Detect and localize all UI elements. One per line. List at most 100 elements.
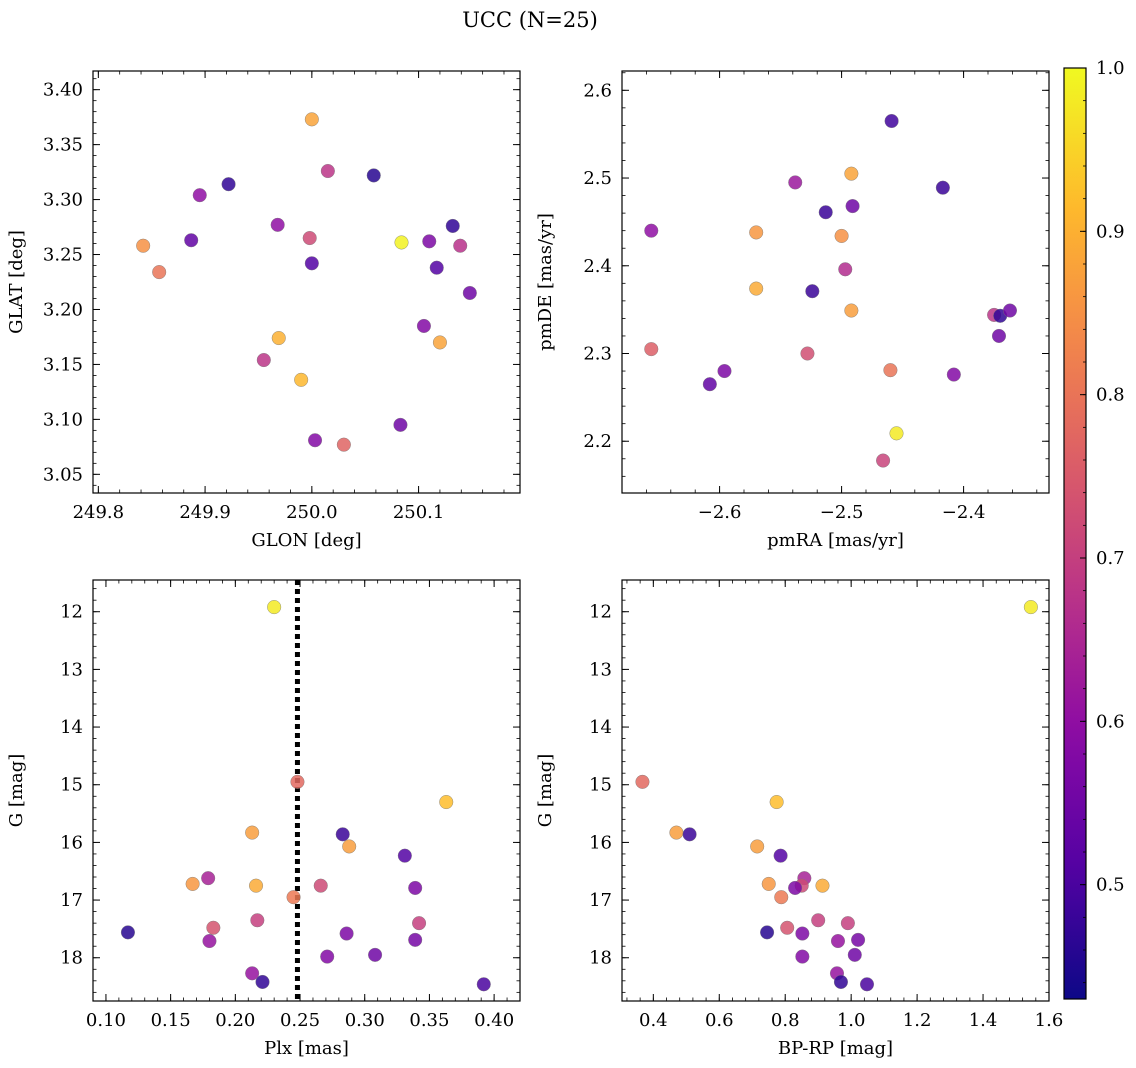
scatter-point [271, 331, 286, 346]
scatter-point [397, 848, 412, 863]
scatter-point [644, 342, 659, 357]
x-tick-label: −2.5 [820, 502, 864, 523]
colorbar-tick-label: 0.5 [1096, 875, 1125, 896]
scatter-point [760, 925, 775, 940]
colorbar-tick-label: 1.0 [1096, 58, 1125, 79]
x-tick-label: 0.6 [705, 1010, 734, 1031]
scatter-point [120, 925, 135, 940]
scatter-point [394, 235, 409, 250]
colorbar-tick-label: 0.7 [1096, 548, 1125, 569]
scatter-point [136, 238, 151, 253]
scatter-point [302, 231, 317, 246]
scatter-point [800, 346, 815, 361]
y-tick-label: 2.3 [583, 344, 612, 365]
scatter-point [201, 871, 216, 886]
scatter-point [644, 223, 659, 238]
scatter-point [270, 217, 285, 232]
scatter-point [445, 218, 460, 233]
y-axis-label: GLAT [deg] [6, 230, 27, 334]
colorbar-tick-label: 0.6 [1096, 711, 1125, 732]
scatter-point [795, 926, 810, 941]
y-tick-label: 3.15 [43, 354, 83, 375]
x-tick-label: 0.40 [474, 1010, 514, 1031]
scatter-point [774, 890, 789, 905]
scatter-point [429, 260, 444, 275]
scatter-point [884, 114, 899, 129]
y-tick-label: 2.6 [583, 80, 612, 101]
y-axis-label: pmDE [mas/yr] [535, 213, 556, 351]
colorbar-tick-label: 0.8 [1096, 385, 1125, 406]
scatter-point [250, 913, 265, 928]
scatter-point [876, 453, 891, 468]
x-axis-label: Plx [mas] [264, 1038, 349, 1059]
scatter-point [439, 795, 454, 810]
scatter-point [408, 880, 423, 895]
scatter-point [795, 949, 810, 964]
scatter-point [249, 878, 264, 893]
scatter-point [339, 926, 354, 941]
x-tick-label: 1.4 [969, 1010, 998, 1031]
scatter-point [416, 318, 431, 333]
y-tick-label: 16 [589, 832, 612, 853]
scatter-point [788, 880, 803, 895]
y-tick-label: 14 [589, 717, 612, 738]
scatter-point [883, 363, 898, 378]
scatter-point [761, 876, 776, 891]
scatter-point [422, 234, 437, 249]
scatter-point [717, 364, 732, 379]
x-axis-label: pmRA [mas/yr] [767, 530, 904, 551]
x-tick-label: 0.35 [409, 1010, 449, 1031]
axes-frame [92, 579, 521, 1002]
scatter-point [245, 825, 260, 840]
x-axis-label: BP-RP [mag] [778, 1038, 893, 1059]
y-tick-label: 12 [589, 602, 612, 623]
y-tick-label: 14 [60, 717, 83, 738]
x-tick-label: −2.6 [698, 502, 742, 523]
scatter-point [476, 977, 491, 992]
scatter-point [336, 437, 351, 452]
scatter-point [313, 878, 328, 893]
scatter-point [245, 966, 260, 981]
x-tick-label: −2.4 [942, 502, 986, 523]
scatter-point [844, 303, 859, 318]
y-tick-label: 3.35 [43, 135, 83, 156]
y-axis-label: G [mag] [535, 754, 556, 827]
x-tick-label: 1.6 [1035, 1010, 1064, 1031]
scatter-point [844, 166, 859, 181]
scatter-point [206, 920, 221, 935]
figure-title: UCC (N=25) [462, 8, 598, 32]
scatter-point [635, 774, 650, 789]
scatter-point [267, 600, 282, 615]
scatter-point [838, 262, 853, 277]
x-tick-label: 249.9 [179, 502, 231, 523]
scatter-point [946, 367, 961, 382]
scatter-point [286, 890, 301, 905]
scatter-point [845, 199, 860, 214]
scatter-point [221, 177, 236, 192]
y-tick-label: 2.5 [583, 168, 612, 189]
y-tick-label: 13 [60, 659, 83, 680]
scatter-point [462, 285, 477, 300]
y-tick-label: 13 [589, 659, 612, 680]
y-tick-label: 3.25 [43, 245, 83, 266]
scatter-point [749, 225, 764, 240]
scatter-point [202, 934, 217, 949]
scatter-point [412, 916, 427, 931]
scatter-point [840, 916, 855, 931]
colorbar-gradient [1064, 68, 1086, 999]
panel-2: −2.6 −2.5 −2.4 2.2 2.3 2.4 2.5 2.6 pmRA [mas/yr]… [535, 70, 1050, 551]
scatter-point [368, 947, 383, 962]
scatter-point [308, 433, 323, 448]
colorbar-tick-label: 0.9 [1096, 221, 1125, 242]
x-tick-label: 0.20 [215, 1010, 255, 1031]
scatter-point [408, 932, 423, 947]
scatter-point [773, 848, 788, 863]
x-axis-label: GLON [deg] [251, 530, 361, 551]
scatter-point [769, 795, 784, 810]
scatter-point [1002, 303, 1017, 318]
y-axis-label: G [mag] [6, 754, 27, 827]
scatter-point [320, 164, 335, 179]
y-tick-label: 3.10 [43, 409, 83, 430]
x-tick-label: 250.1 [393, 502, 445, 523]
